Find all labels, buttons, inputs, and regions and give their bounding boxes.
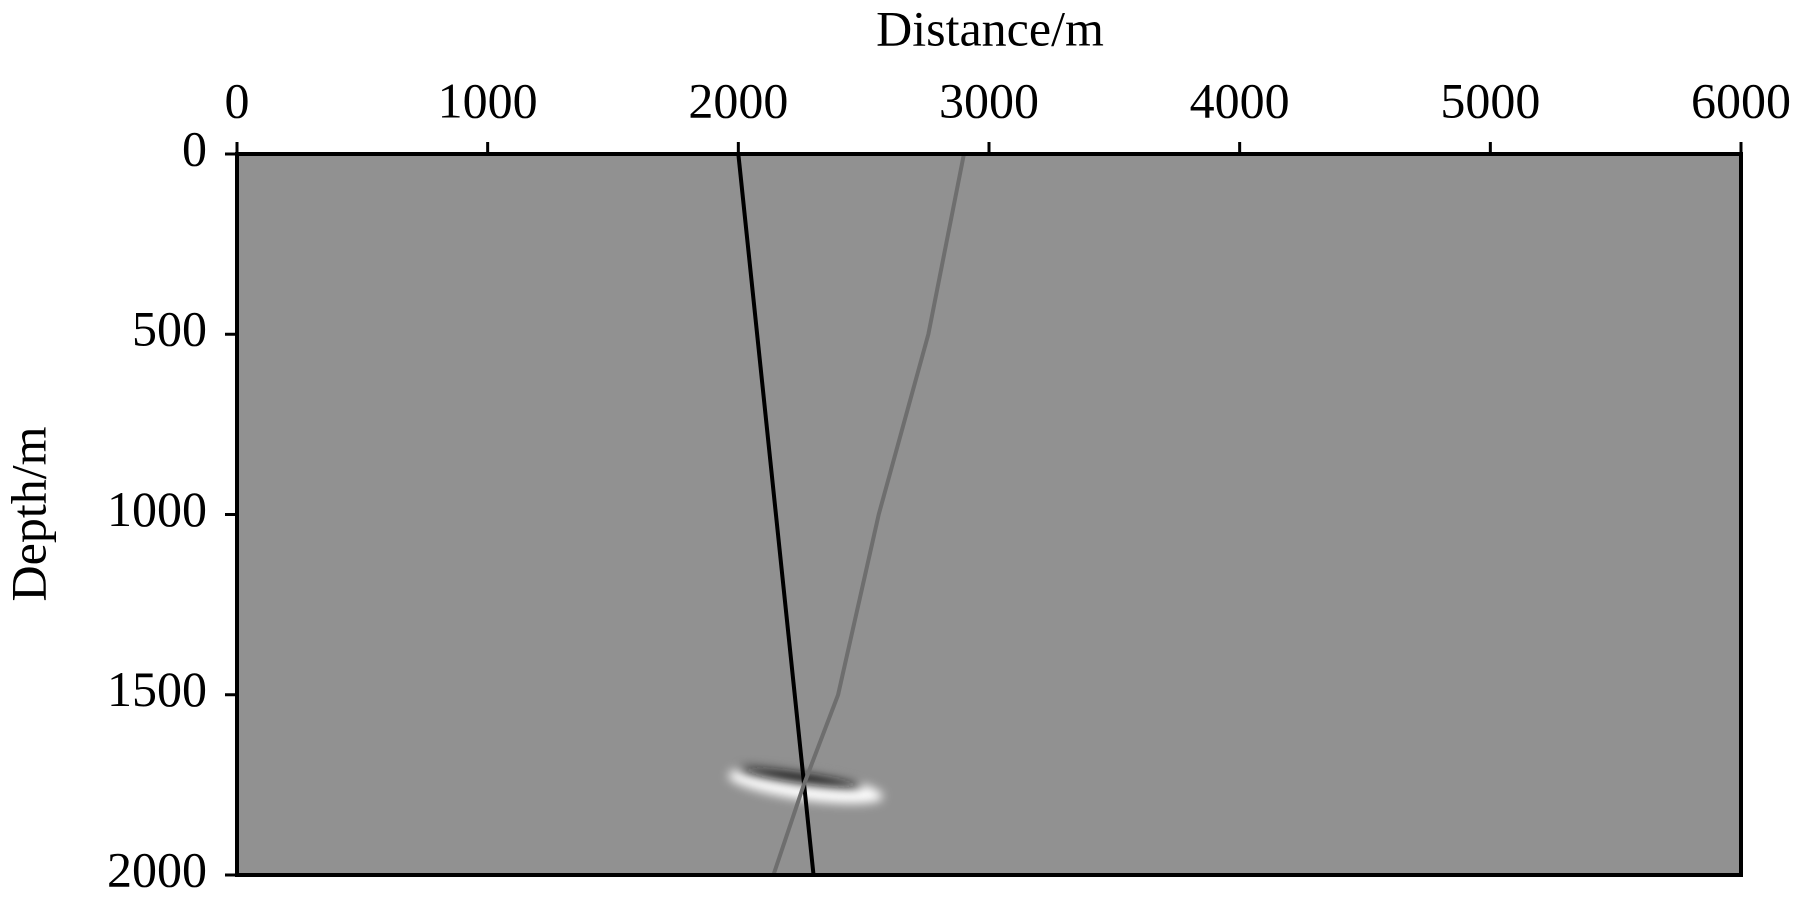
y-tick-label: 1500 xyxy=(107,661,207,717)
x-axis-title: Distance/m xyxy=(876,0,1104,56)
y-axis-title: Depth/m xyxy=(0,426,56,601)
y-tick-label: 2000 xyxy=(107,841,207,897)
ray-line xyxy=(771,153,966,876)
x-tick-label: 4000 xyxy=(1190,72,1290,128)
x-tick-label: 5000 xyxy=(1440,72,1540,128)
y-tick-label: 1000 xyxy=(107,481,207,537)
x-tick-label: 1000 xyxy=(438,72,538,128)
y-tick-label: 500 xyxy=(132,301,207,357)
x-tick-label: 6000 xyxy=(1691,72,1791,128)
x-tick-label: 0 xyxy=(225,72,250,128)
plot-background xyxy=(237,154,1741,875)
x-tick-label: 3000 xyxy=(939,72,1039,128)
ray-line xyxy=(736,153,816,876)
x-tick-label: 2000 xyxy=(688,72,788,128)
y-tick-label: 0 xyxy=(182,120,207,176)
